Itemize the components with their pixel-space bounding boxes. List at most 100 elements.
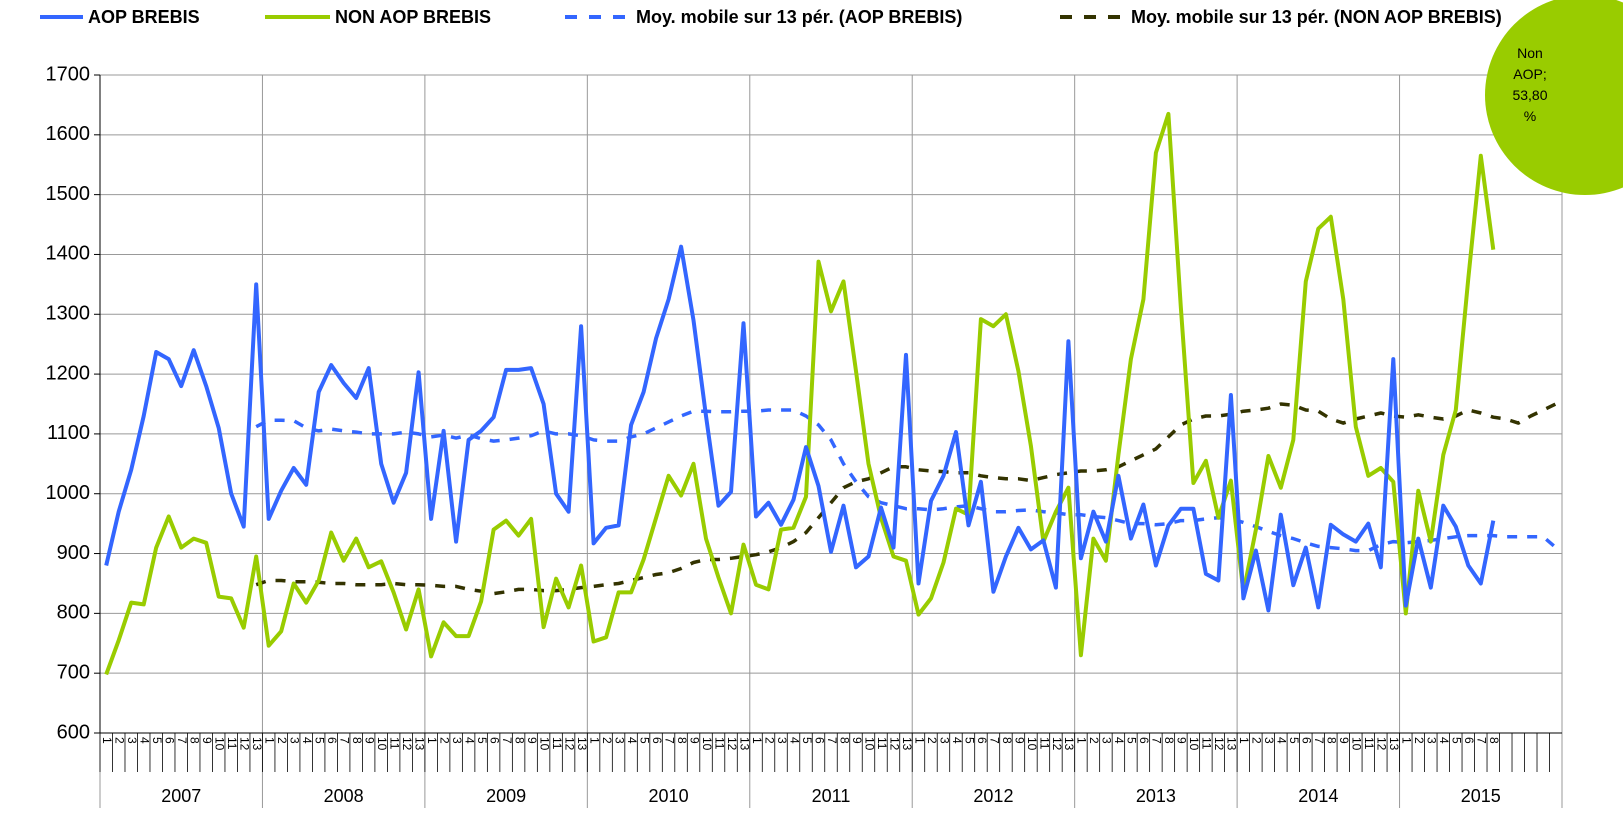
x-tick-label: 7: [1312, 737, 1326, 744]
x-tick-label: 5: [1125, 737, 1139, 744]
x-tick-label: 12: [238, 737, 252, 751]
x-tick-label: 4: [462, 737, 476, 744]
x-tick-label: 7: [987, 737, 1001, 744]
x-tick-label: 8: [1325, 737, 1339, 744]
y-tick-label: 1700: [46, 63, 91, 85]
x-tick-label: 11: [550, 737, 564, 750]
year-label: 2013: [1136, 786, 1176, 806]
x-tick-label: 7: [825, 737, 839, 744]
x-tick-label: 2: [600, 737, 614, 744]
x-tick-label: 6: [1462, 737, 1476, 744]
x-tick-label: 12: [562, 737, 576, 751]
legend-label: NON AOP BREBIS: [335, 7, 491, 27]
y-tick-label: 1000: [46, 482, 91, 504]
year-label: 2009: [486, 786, 526, 806]
x-tick-label: 10: [862, 737, 876, 751]
x-tick-label: 11: [712, 737, 726, 750]
x-tick-label: 8: [1162, 737, 1176, 744]
y-tick-label: 600: [57, 721, 90, 743]
x-tick-label: 7: [1475, 737, 1489, 744]
year-label: 2014: [1298, 786, 1338, 806]
x-tick-label: 6: [163, 737, 177, 744]
x-tick-label: 6: [812, 737, 826, 744]
x-tick-label: 13: [1062, 737, 1076, 751]
x-tick-label: 5: [1450, 737, 1464, 744]
x-tick-label: 8: [512, 737, 526, 744]
y-tick-label: 1600: [46, 123, 91, 145]
x-tick-label: 12: [400, 737, 414, 751]
x-tick-label: 4: [787, 737, 801, 744]
y-tick-label: 800: [57, 602, 90, 624]
x-tick-label: 10: [1350, 737, 1364, 751]
x-tick-label: 1: [425, 737, 439, 744]
x-tick-label: 12: [1212, 737, 1226, 751]
x-tick-label: 3: [612, 737, 626, 744]
series-line: [104, 111, 1496, 676]
x-tick-label: 12: [1050, 737, 1064, 751]
x-tick-label: 5: [637, 737, 651, 744]
year-label: 2012: [973, 786, 1013, 806]
x-tick-label: 7: [500, 737, 514, 744]
x-tick-label: 11: [225, 737, 239, 750]
x-tick-label: 7: [1150, 737, 1164, 744]
y-tick-label: 1400: [46, 243, 91, 265]
x-tick-label: 12: [887, 737, 901, 751]
y-tick-label: 900: [57, 542, 90, 564]
year-label: 2011: [812, 786, 851, 806]
x-tick-label: 12: [1375, 737, 1389, 751]
x-tick-label: 2: [762, 737, 776, 744]
x-tick-label: 4: [138, 737, 152, 744]
x-tick-label: 6: [325, 737, 339, 744]
x-tick-label: 4: [300, 737, 314, 744]
x-tick-label: 9: [1012, 737, 1026, 744]
x-tick-label: 7: [662, 737, 676, 744]
x-tick-label: 5: [313, 737, 327, 744]
pie-label-line: Non: [1517, 45, 1543, 61]
x-tick-label: 13: [250, 737, 264, 751]
x-tick-label: 5: [962, 737, 976, 744]
x-tick-label: 1: [1075, 737, 1089, 744]
x-tick-label: 9: [200, 737, 214, 744]
x-tick-label: 8: [837, 737, 851, 744]
x-tick-label: 10: [375, 737, 389, 751]
x-tick-label: 5: [475, 737, 489, 744]
x-tick-label: 6: [1300, 737, 1314, 744]
y-tick-label: 1100: [47, 422, 90, 444]
x-tick-label: 2: [1087, 737, 1101, 744]
x-tick-label: 3: [450, 737, 464, 744]
x-tick-label: 9: [687, 737, 701, 744]
legend-label: Moy. mobile sur 13 pér. (NON AOP BREBIS): [1131, 7, 1502, 27]
x-tick-label: 1: [263, 737, 277, 744]
pie-label-line: 53,80: [1512, 87, 1547, 103]
x-tick-label: 3: [125, 737, 139, 744]
x-tick-label: 3: [775, 737, 789, 744]
x-tick-label: 6: [650, 737, 664, 744]
series-line: [104, 244, 1496, 613]
x-tick-label: 12: [725, 737, 739, 751]
x-tick-label: 3: [1425, 737, 1439, 744]
year-label: 2010: [649, 786, 689, 806]
x-tick-label: 13: [737, 737, 751, 751]
x-tick-label: 1: [1400, 737, 1414, 744]
x-tick-label: 8: [1000, 737, 1014, 744]
x-tick-label: 4: [1275, 737, 1289, 744]
x-tick-label: 10: [700, 737, 714, 751]
x-tick-label: 10: [537, 737, 551, 751]
x-tick-label: 11: [387, 737, 401, 750]
x-tick-label: 10: [1187, 737, 1201, 751]
pie-label-line: %: [1524, 108, 1536, 124]
pie-label: Non AOP; 53,80%: [1512, 45, 1547, 124]
x-tick-label: 8: [350, 737, 364, 744]
x-tick-label: 9: [850, 737, 864, 744]
x-tick-label: 9: [525, 737, 539, 744]
x-tick-label: 5: [150, 737, 164, 744]
x-tick-label: 13: [1387, 737, 1401, 751]
x-tick-label: 6: [1137, 737, 1151, 744]
x-tick-label: 13: [575, 737, 589, 751]
x-tick-label: 3: [1100, 737, 1114, 744]
x-tick-label: 10: [213, 737, 227, 751]
x-tick-label: 7: [175, 737, 189, 744]
x-tick-label: 2: [925, 737, 939, 744]
x-tick-label: 5: [1287, 737, 1301, 744]
